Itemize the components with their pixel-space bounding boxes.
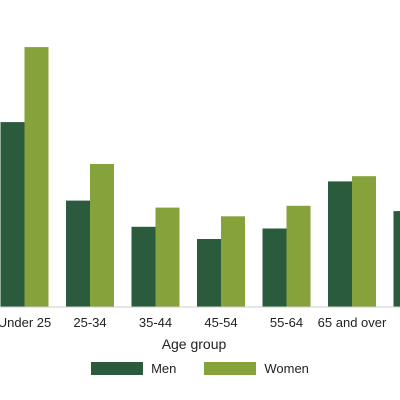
- bar-women-3: [155, 207, 180, 307]
- bars-group: [0, 47, 400, 307]
- x-tick-labels: Under 25 25-34 35-44 45-54 55-64 65 and over: [0, 315, 387, 330]
- bar-women-5: [286, 205, 311, 307]
- x-tick-label: 65 and over: [318, 315, 387, 330]
- x-tick-label: 45-54: [204, 315, 237, 330]
- bar-men-5: [262, 228, 287, 307]
- bar-men-3: [131, 226, 156, 307]
- legend-label-women: Women: [264, 360, 309, 376]
- bar-women-4: [221, 216, 245, 307]
- legend: Men Women: [0, 356, 400, 380]
- x-tick-label: 25-34: [73, 315, 106, 330]
- x-axis-title: Age group: [162, 336, 227, 352]
- bar-women-1: [24, 47, 49, 307]
- bar-men-6: [328, 181, 352, 307]
- legend-swatch-men: [91, 361, 144, 375]
- bar-women-6: [352, 176, 376, 307]
- legend-item-men: Men: [91, 361, 176, 376]
- bar-men-1: [0, 122, 25, 307]
- bar-men-7: [393, 211, 400, 307]
- bar-men-2: [66, 200, 90, 307]
- bar-women-2: [90, 164, 114, 307]
- bar-men-4: [197, 239, 221, 307]
- legend-item-women: Women: [204, 361, 309, 376]
- x-tick-label: Under 25: [0, 315, 51, 330]
- x-tick-label: 35-44: [139, 315, 172, 330]
- legend-swatch-women: [204, 361, 257, 375]
- legend-label-men: Men: [151, 360, 177, 376]
- x-tick-label: 55-64: [270, 315, 303, 330]
